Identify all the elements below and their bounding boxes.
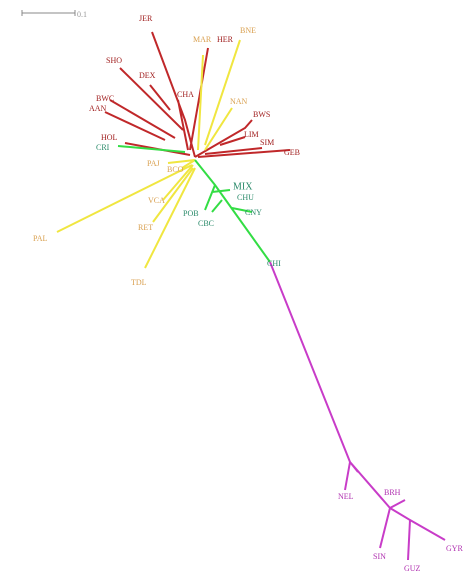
node-label: LIM [244,130,259,139]
node-label: RET [138,223,153,232]
node-label: AAN [89,104,107,113]
node-label: HER [217,35,234,44]
node-label: BWC [96,94,114,103]
node-label: POB [183,209,199,218]
node-label: GEB [284,148,300,157]
node-label: TDL [131,278,147,287]
labels: JER MAR HER BNE SHO DEX CHA BWC AAN NAN … [33,14,464,573]
node-label: GYR [446,544,464,553]
node-label: CHI [267,259,281,268]
node-label: PAJ [147,159,160,168]
node-label: NAN [230,97,248,106]
node-label: JER [139,14,153,23]
node-label: BWS [253,110,270,119]
node-label: NEL [338,492,354,501]
node-label: MAR [193,35,212,44]
node-label: BNE [240,26,256,35]
scale-label: 0.1 [77,10,87,19]
node-label: HOL [101,133,118,142]
node-label: CNY [245,208,262,217]
scale-bar [21,10,76,16]
node-label: SIN [373,552,386,561]
node-label: SHO [106,56,122,65]
node-label: CRI [96,143,110,152]
node-label: BCO [167,165,184,174]
node-label: PAL [33,234,47,243]
node-label: GUZ [404,564,421,573]
node-label: CHA [177,90,194,99]
node-label: DEX [139,71,156,80]
node-label: CHU [237,193,254,202]
node-label: VCA [148,196,165,205]
node-label: SIM [260,138,274,147]
node-label: MIX [233,181,253,192]
node-label: CBC [198,219,214,228]
node-label: BRH [384,488,401,497]
branches [56,31,446,561]
